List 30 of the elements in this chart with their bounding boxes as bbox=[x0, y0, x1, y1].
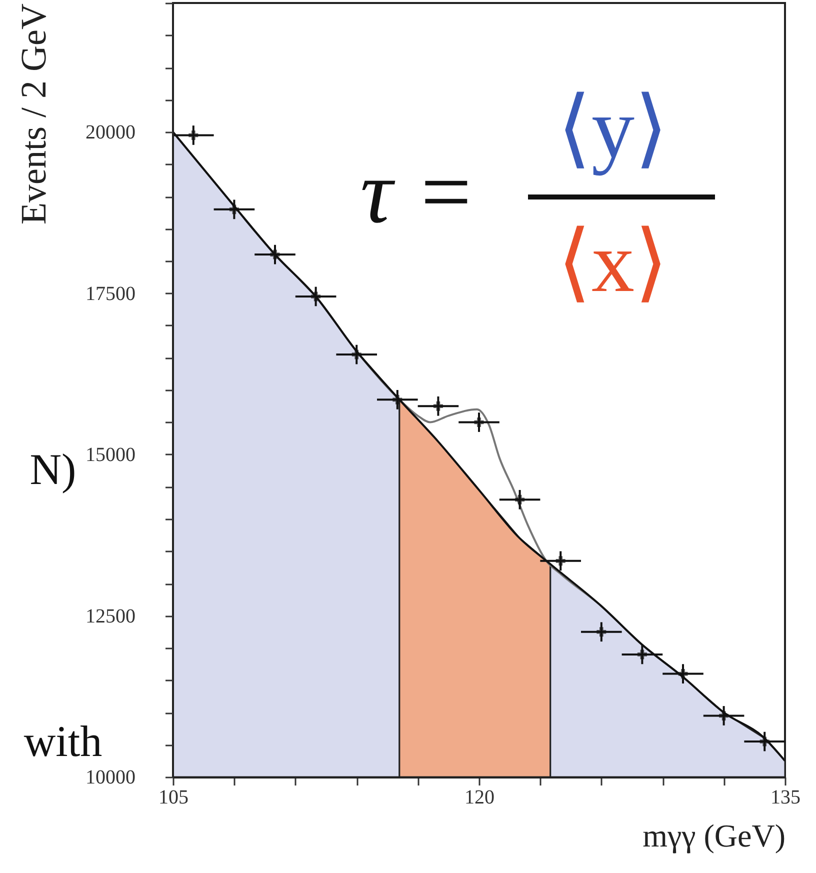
point bbox=[760, 736, 770, 746]
point bbox=[719, 710, 729, 720]
annotation: τ = bbox=[360, 143, 476, 242]
y-axis-title: Events / 2 GeV bbox=[14, 4, 54, 224]
text: with bbox=[24, 717, 102, 766]
point bbox=[188, 130, 198, 140]
point bbox=[678, 669, 688, 679]
point bbox=[229, 204, 239, 214]
y-tick-label: 10000 bbox=[86, 766, 136, 788]
y-tick-label: 20000 bbox=[86, 122, 136, 144]
text: N) bbox=[30, 445, 76, 494]
point bbox=[311, 292, 321, 302]
point bbox=[433, 401, 443, 411]
point bbox=[556, 556, 566, 566]
x-axis-title: mγγ (GeV) bbox=[642, 818, 786, 854]
point bbox=[270, 250, 280, 260]
x-tick-label: 105 bbox=[158, 786, 188, 808]
annotation: ⟨x⟩ bbox=[558, 214, 668, 310]
y-tick-label: 17500 bbox=[86, 282, 136, 305]
point bbox=[392, 394, 402, 404]
point bbox=[637, 650, 647, 660]
y-tick-label: 12500 bbox=[86, 605, 136, 628]
point bbox=[352, 350, 362, 360]
point bbox=[596, 627, 606, 637]
annotation: ⟨y⟩ bbox=[558, 80, 668, 176]
point bbox=[515, 494, 525, 504]
x-tick-label: 135 bbox=[770, 786, 800, 808]
x-tick-label: 120 bbox=[464, 786, 494, 808]
point bbox=[474, 418, 484, 427]
y-tick-label: 15000 bbox=[86, 444, 136, 466]
